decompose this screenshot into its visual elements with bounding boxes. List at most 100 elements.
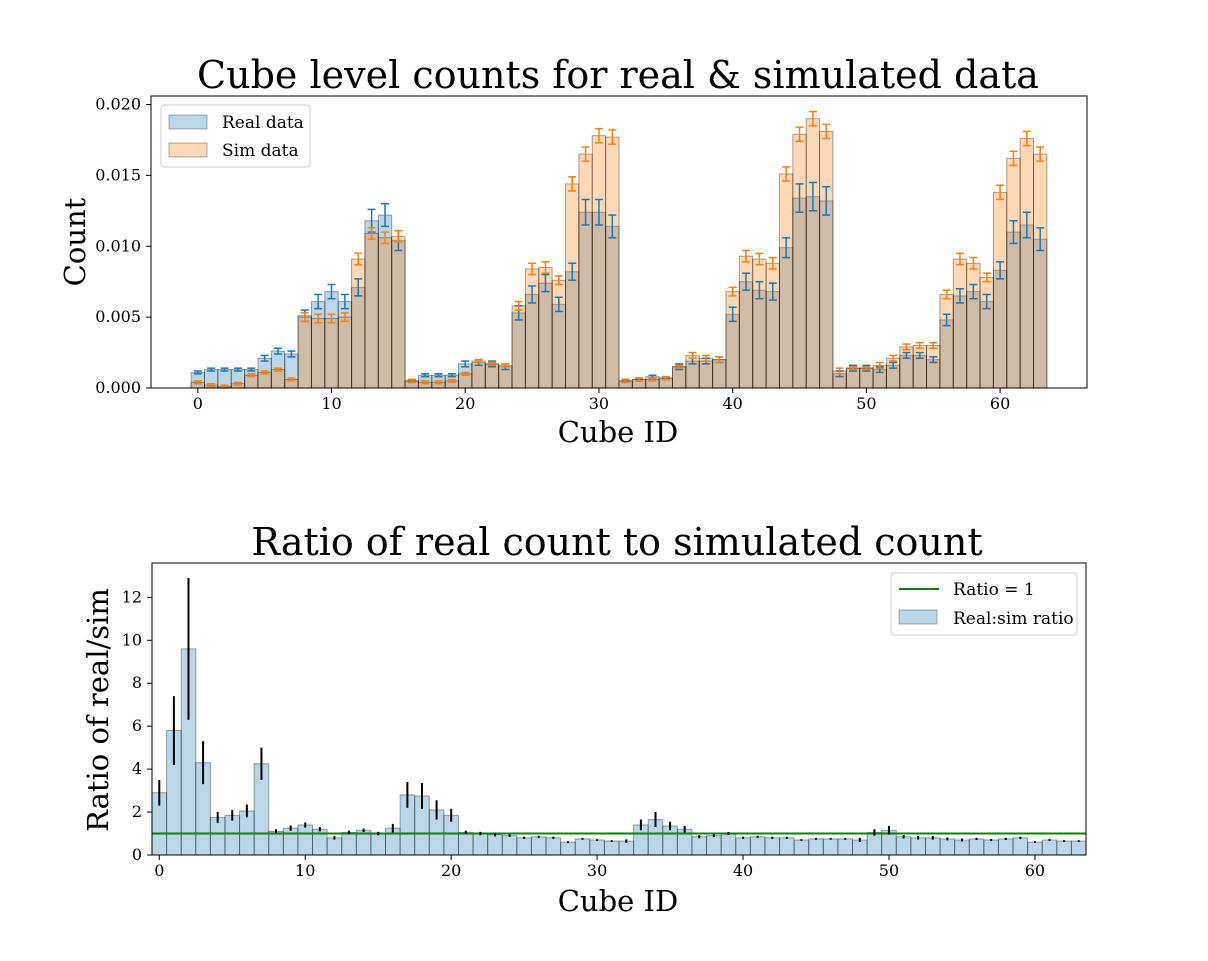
- bar-sim-data-10: [324, 318, 339, 389]
- y-tick-label: 0.015: [95, 165, 141, 184]
- bar-real-sim-ratio-28: [560, 841, 576, 856]
- error-bar-real-data-20: [461, 360, 470, 368]
- error-bar-sim-data-11: [340, 312, 349, 323]
- error-bar-sim-data-19: [447, 378, 456, 384]
- bar-real-sim-ratio-46: [822, 838, 839, 856]
- error-bar-real-data-17: [421, 373, 430, 378]
- error-bar-sim-data-20: [461, 371, 470, 376]
- bar-real-sim-ratio-48: [852, 839, 868, 856]
- bar-real-sim-ratio-49: [866, 831, 883, 856]
- bar-sim-data-28: [565, 183, 580, 389]
- error-bar-sim-data-13: [367, 227, 376, 240]
- counts-bars: [190, 110, 1048, 389]
- legend-label-ratio-line: Ratio = 1: [953, 580, 1035, 600]
- error-bar-sim-data-47: [822, 123, 831, 140]
- bar-real-sim-ratio-24: [501, 835, 518, 856]
- bar-sim-data-61: [1006, 157, 1021, 389]
- bar-real-sim-ratio-13: [341, 831, 357, 856]
- legend-frame: [160, 104, 311, 168]
- error-bar-sim-data-41: [742, 249, 751, 263]
- x-tick-label: 40: [733, 861, 753, 880]
- bar-real-sim-ratio-63: [1070, 840, 1087, 856]
- error-bar-sim-data-33: [635, 377, 644, 382]
- error-bar-sim-data-22: [487, 361, 496, 367]
- error-bar-sim-data-53: [902, 343, 911, 351]
- bar-real-sim-ratio-9: [282, 827, 299, 856]
- bar-real-sim-ratio-38: [706, 835, 722, 856]
- y-tick-label: 0.020: [95, 95, 141, 114]
- x-tick-label: 10: [295, 861, 315, 880]
- x-tick-label: 0: [193, 394, 203, 413]
- error-bar-sim-data-26: [541, 261, 550, 274]
- bar-sim-data-27: [551, 279, 567, 389]
- x-axis-label: Cube ID: [558, 884, 679, 918]
- error-bar-sim-data-38: [701, 354, 710, 362]
- x-tick-label: 10: [321, 394, 341, 413]
- error-bar-sim-data-50: [862, 365, 871, 371]
- legend-label-ratio-bars: Real:sim ratio: [953, 609, 1074, 629]
- bar-real-sim-ratio-42: [764, 837, 781, 856]
- error-bar-real-data-53: [902, 351, 911, 359]
- bar-real-sim-ratio-4: [209, 816, 226, 856]
- bar-real-sim-ratio-55: [954, 839, 970, 856]
- bar-sim-data-58: [966, 262, 981, 389]
- bar-sim-data-44: [778, 173, 794, 389]
- y-tick-label: 0.000: [95, 378, 141, 397]
- bar-sim-data-57: [952, 258, 968, 389]
- error-bar-sim-data-24: [514, 300, 523, 311]
- error-bar-real-data-46: [808, 181, 817, 212]
- error-bar-real-data-41: [742, 272, 751, 291]
- error-bar-sim-data-31: [608, 129, 617, 145]
- error-bar-real-data-3: [233, 367, 242, 372]
- bar-real-sim-ratio-23: [487, 834, 503, 856]
- error-bar-real-data-45: [795, 183, 804, 213]
- x-tick-label: 20: [441, 861, 461, 880]
- x-tick-label: 60: [990, 394, 1010, 413]
- error-bar-sim-data-23: [501, 363, 510, 368]
- error-bar-sim-data-32: [621, 378, 630, 384]
- error-bar-sim-data-54: [915, 341, 924, 350]
- error-bar-sim-data-12: [354, 252, 363, 266]
- bar-real-sim-ratio-25: [516, 837, 532, 856]
- legend-label-sim: Sim data: [222, 141, 299, 161]
- bar-real-sim-ratio-56: [968, 838, 985, 856]
- bar-real-sim-ratio-54: [939, 838, 956, 856]
- bar-real-sim-ratio-22: [472, 833, 489, 856]
- bar-real-sim-ratio-15: [370, 833, 386, 856]
- y-tick-label: 12: [122, 587, 142, 606]
- bar-sim-data-39: [712, 359, 727, 389]
- error-bar-sim-data-21: [474, 358, 483, 364]
- bar-sim-data-42: [752, 258, 767, 389]
- bar-real-sim-ratio-31: [603, 840, 620, 856]
- ratio-axes: 0 10 20 30 40 50 60 0 2 4 6 8 10 12: [122, 562, 1087, 880]
- error-bar-real-data-52: [889, 361, 898, 369]
- bar-real-sim-ratio-44: [793, 839, 810, 856]
- error-bar-sim-data-28: [568, 176, 577, 192]
- bar-real-sim-ratio-5: [224, 814, 241, 856]
- bar-real-sim-ratio-40: [735, 837, 751, 856]
- error-bar-sim-data-7: [287, 377, 296, 382]
- y-tick-label: 0.005: [95, 307, 141, 326]
- x-tick-label: 30: [587, 861, 607, 880]
- plot-frame: [151, 562, 1087, 856]
- error-bar-real-data-55: [929, 356, 938, 364]
- error-bar-sim-data-61: [1009, 150, 1018, 167]
- error-bar-sim-data-40: [728, 286, 737, 297]
- error-bar-sim-data-56: [942, 289, 951, 300]
- error-bar-real-data-5: [260, 354, 269, 362]
- error-bar-real-data-29: [581, 198, 590, 226]
- error-bar-sim-data-43: [768, 256, 777, 270]
- bar-sim-data-31: [605, 136, 620, 389]
- x-tick-label: 30: [589, 394, 609, 413]
- error-bar-sim-data-51: [875, 361, 884, 369]
- bar-sim-data-30: [591, 135, 607, 389]
- ratio-chart: Ratio of real count to simulated count 0…: [81, 520, 1087, 918]
- bar-sim-data-47: [819, 130, 834, 389]
- error-bar-sim-data-46: [808, 110, 817, 127]
- legend: Ratio = 1 Real:sim ratio: [890, 572, 1078, 636]
- bar-sim-data-5: [257, 371, 272, 389]
- y-axis-label: Ratio of real/sim: [81, 588, 115, 832]
- x-tick-label: 20: [455, 394, 475, 413]
- legend-swatch-real: [168, 114, 208, 130]
- error-bar-sim-data-57: [955, 252, 964, 266]
